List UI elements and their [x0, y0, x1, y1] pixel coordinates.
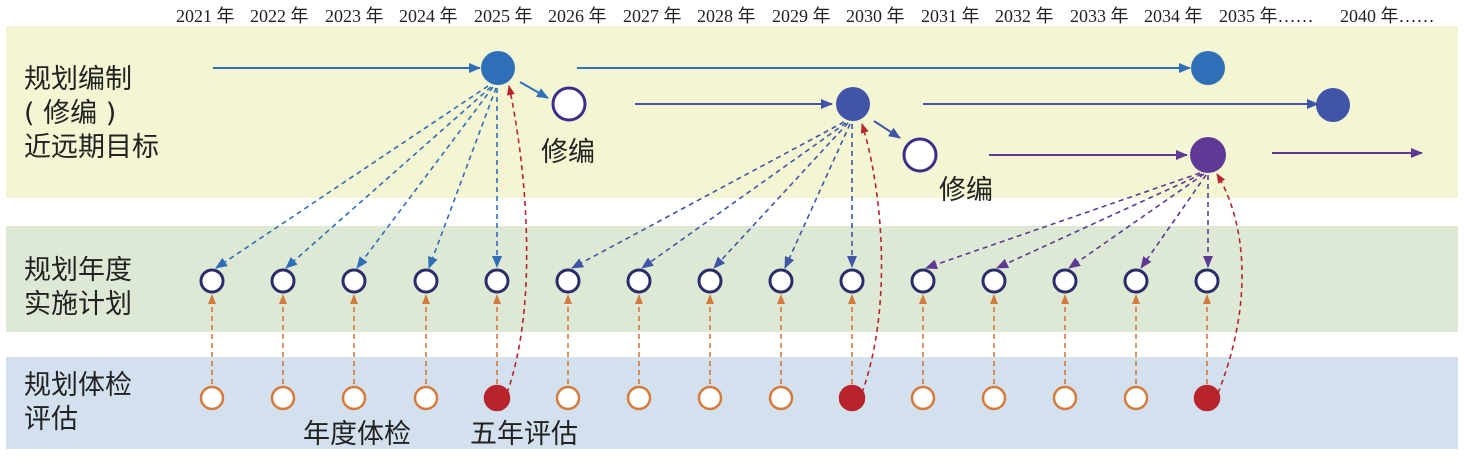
annual-plan-node — [768, 268, 794, 294]
evaluation-row-label-line1: 规划体检 — [24, 370, 132, 401]
evaluation-row-label-line2: 评估 — [24, 404, 78, 435]
year-label: 2040 年…… — [1340, 6, 1435, 26]
year-label: 2021 年 — [176, 6, 235, 26]
dashed-guidance-arrow — [356, 86, 494, 269]
dashed-guidance-arrow — [925, 172, 1201, 270]
plan-row-label-line1: 规划编制 — [24, 64, 132, 95]
revision-label: 修编 — [541, 137, 595, 168]
dashed-guidance-arrow — [641, 122, 847, 269]
annual-plan-node — [341, 268, 367, 294]
annual-check-node — [199, 385, 225, 411]
annual-plan-node — [484, 268, 510, 294]
revision-label: 修编 — [939, 175, 993, 206]
annual-plan-node — [839, 268, 865, 294]
year-label: 2026 年 — [548, 6, 607, 26]
dashed-guidance-arrow — [784, 123, 851, 269]
revision-node — [551, 86, 587, 122]
five-year-eval-label: 五年评估 — [470, 419, 578, 450]
annual-plan-node — [910, 268, 936, 294]
year-label: 2034 年 — [1144, 6, 1203, 26]
five-year-feedback-arrow — [1216, 173, 1243, 394]
year-label: 2028 年 — [697, 6, 756, 26]
year-label: 2030 年 — [846, 6, 905, 26]
annual-row-label-line2: 实施计划 — [24, 289, 132, 320]
dashed-guidance-arrow — [1140, 174, 1207, 269]
year-label: 2031 年 — [921, 6, 980, 26]
five-year-feedback-arrow — [506, 85, 528, 394]
five-year-feedback-arrow — [860, 123, 883, 394]
year-label: 2023 年 — [325, 6, 384, 26]
plan-target-node-2040 — [1316, 88, 1350, 122]
five-year-eval-node — [1193, 384, 1221, 412]
annual-plan-node — [199, 268, 225, 294]
annual-check-label: 年度体检 — [303, 419, 411, 450]
year-label: 2022 年 — [250, 6, 309, 26]
year-label: 2032 年 — [995, 6, 1054, 26]
dashed-guidance-arrow — [215, 85, 489, 269]
dashed-guidance-arrow — [285, 86, 492, 269]
annual-row-label-line1: 规划年度 — [24, 255, 132, 286]
annual-check-node — [341, 385, 367, 411]
annual-check-node — [910, 385, 936, 411]
plan-target-node-2030 — [836, 87, 870, 121]
dashed-guidance-arrow — [713, 122, 849, 269]
year-label: 2029 年 — [772, 6, 831, 26]
annual-plan-node — [1052, 268, 1078, 294]
dashed-guidance-arrow — [428, 87, 497, 269]
dashed-guidance-arrow — [1068, 173, 1205, 269]
annual-check-node — [768, 385, 794, 411]
annual-plan-node — [413, 268, 439, 294]
annual-plan-node — [626, 268, 652, 294]
annual-check-node — [413, 385, 439, 411]
five-year-eval-node — [483, 384, 511, 412]
dashed-guidance-arrow — [996, 173, 1203, 269]
year-label: 2025 年 — [474, 6, 533, 26]
annual-check-node — [1052, 385, 1078, 411]
annual-check-node — [981, 385, 1007, 411]
annual-check-node — [1123, 385, 1149, 411]
five-year-eval-node — [838, 384, 866, 412]
annual-check-node — [697, 385, 723, 411]
plan-row-label-line2: ( 修编 ) — [24, 98, 117, 129]
annual-check-node — [626, 385, 652, 411]
year-label: 2027 年 — [623, 6, 682, 26]
annual-plan-node — [697, 268, 723, 294]
revision-arrow — [873, 120, 901, 139]
annual-plan-node — [555, 268, 581, 294]
annual-plan-node — [270, 268, 296, 294]
revision-node — [902, 137, 938, 173]
year-label: 2035 年…… — [1219, 6, 1314, 26]
annual-check-node — [270, 385, 296, 411]
year-label: 2024 年 — [399, 6, 458, 26]
plan-target-node-2035 — [1191, 51, 1225, 85]
dashed-guidance-arrow — [571, 121, 845, 269]
plan-row-label-line3: 近远期目标 — [24, 132, 159, 163]
annual-plan-node — [1194, 268, 1220, 294]
plan-target-node-2025 — [481, 51, 515, 85]
annual-plan-node — [1123, 268, 1149, 294]
annual-check-node — [555, 385, 581, 411]
year-label: 2033 年 — [1070, 6, 1129, 26]
revision-arrow — [519, 81, 549, 99]
plan-target-node-2035-revised — [1190, 137, 1226, 173]
annual-plan-node — [981, 268, 1007, 294]
